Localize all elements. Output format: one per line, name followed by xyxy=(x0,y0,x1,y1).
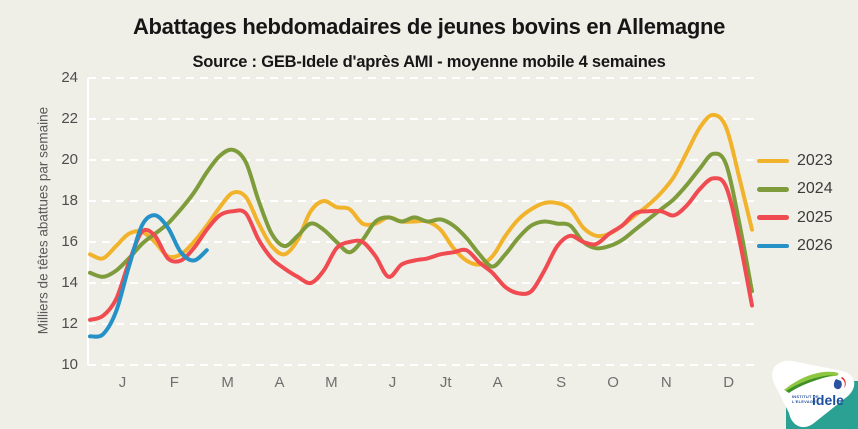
legend-swatch-2025 xyxy=(757,215,789,220)
x-month-label-5: M xyxy=(325,374,338,391)
legend-swatch-2024 xyxy=(757,187,789,192)
logo-text-line1: INSTITUT DE xyxy=(792,394,819,399)
x-month-label-7: Jt xyxy=(439,374,452,391)
x-month-label-9: S xyxy=(556,374,567,391)
legend-label-2023: 2023 xyxy=(797,152,833,169)
legend-item-2024: 2024 xyxy=(757,179,833,199)
y-tick-label-10: 10 xyxy=(61,356,78,373)
logo-flame-blue xyxy=(833,379,842,390)
y-tick-label-22: 22 xyxy=(61,110,78,127)
legend-label-2024: 2024 xyxy=(797,180,833,198)
logo-text-name: idele xyxy=(812,392,844,408)
legend-item-2025: 2025 xyxy=(757,208,833,228)
x-month-label-3: M xyxy=(221,374,234,391)
chart-title: Abattages hebdomadaires de jeunes bovins… xyxy=(132,14,726,39)
y-tick-label-20: 20 xyxy=(61,151,78,168)
y-tick-label-18: 18 xyxy=(61,192,78,209)
x-month-label-2: F xyxy=(169,374,179,391)
x-month-label-6: J xyxy=(388,374,397,391)
x-month-label-11: N xyxy=(660,374,672,391)
logo-pick-shape xyxy=(772,360,855,428)
legend-item-2026: 2026 xyxy=(757,236,833,256)
legend-swatch-2026 xyxy=(757,243,789,249)
x-month-label-1: J xyxy=(118,374,127,391)
logo-dark-green-swoosh xyxy=(786,375,834,393)
chart-subtitle: Source : GEB-Idele d'après AMI - moyenne… xyxy=(192,53,666,71)
logo-flame-red xyxy=(841,377,846,388)
y-tick-label-24: 24 xyxy=(61,69,78,86)
legend-item-2023: 2023 xyxy=(757,151,833,171)
series-line-2026 xyxy=(88,213,209,339)
idele-logo-icon: INSTITUT DE L'ELEVAGE idele xyxy=(772,360,855,428)
legend-label-2025: 2025 xyxy=(797,208,833,226)
series-line-2025 xyxy=(88,176,754,322)
x-month-label-10: O xyxy=(607,374,619,391)
x-month-label-12: D xyxy=(723,374,735,391)
x-month-label-8: A xyxy=(492,374,503,391)
legend-swatch-2023 xyxy=(757,158,789,164)
y-tick-label-14: 14 xyxy=(61,274,78,291)
idele-logo: INSTITUT DE L'ELEVAGE idele xyxy=(762,349,858,429)
legend-label-2026: 2026 xyxy=(797,236,833,254)
y-tick-label-16: 16 xyxy=(61,233,78,250)
logo-text-line2: L'ELEVAGE xyxy=(792,399,816,404)
y-tick-label-12: 12 xyxy=(61,315,78,332)
x-month-label-4: A xyxy=(274,374,285,391)
series-line-2024 xyxy=(88,147,754,294)
